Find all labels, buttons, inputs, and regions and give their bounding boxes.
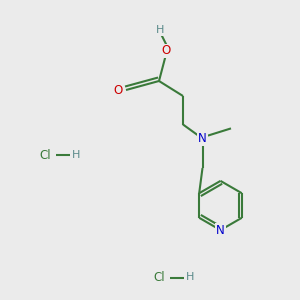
Text: Cl: Cl xyxy=(153,271,165,284)
Text: Cl: Cl xyxy=(39,148,51,162)
Text: H: H xyxy=(156,25,165,35)
Text: O: O xyxy=(162,44,171,58)
Text: O: O xyxy=(114,83,123,97)
Text: N: N xyxy=(198,132,207,145)
Text: H: H xyxy=(186,272,195,283)
Text: N: N xyxy=(216,224,225,237)
Text: H: H xyxy=(72,150,81,160)
